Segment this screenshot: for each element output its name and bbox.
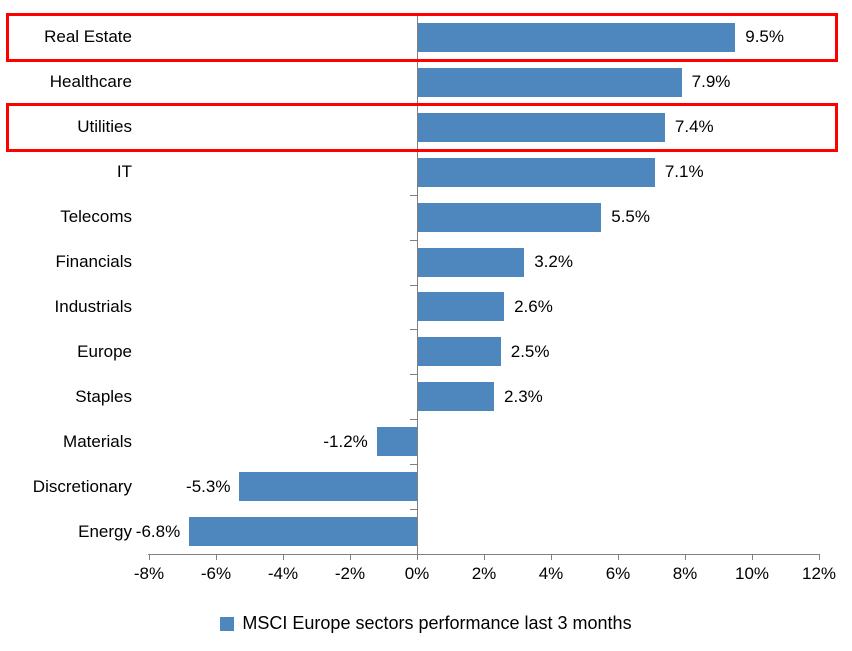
data-label: 5.5% [611, 207, 650, 227]
value-axis-tick-label: 4% [538, 564, 564, 583]
bar [376, 427, 417, 457]
legend: MSCI Europe sectors performance last 3 m… [0, 608, 852, 638]
value-axis-tick-label: 0% [404, 564, 430, 583]
data-label: 7.4% [674, 117, 714, 137]
value-axis-tick-label: -4% [267, 564, 299, 583]
value-axis-tick [819, 554, 820, 560]
category-label: IT [116, 162, 132, 182]
bar [417, 112, 665, 142]
value-axis-tick [283, 554, 284, 560]
data-label: 2.3% [504, 386, 543, 406]
category-axis-tick [410, 239, 418, 241]
data-label: -5.3% [186, 476, 231, 496]
bar [417, 202, 602, 232]
data-label: 9.5% [745, 27, 784, 47]
bar [417, 22, 736, 52]
data-label: 2.5% [510, 341, 550, 361]
highlight-box-real-estate [6, 12, 838, 62]
bar [239, 472, 417, 502]
category-label: Financials [55, 252, 132, 272]
category-axis-tick [410, 329, 418, 331]
category-label: Industrials [54, 296, 132, 316]
category-label: Real Estate [44, 27, 132, 47]
category-label: Materials [63, 431, 132, 451]
data-label: 7.1% [664, 162, 704, 182]
bar [417, 292, 505, 322]
value-axis-tick [685, 554, 686, 560]
data-label: -6.8% [135, 521, 181, 541]
bar [417, 247, 525, 277]
value-axis-tick-label: -2% [334, 564, 366, 583]
value-axis-tick-label: -8% [133, 564, 165, 583]
value-axis-tick [350, 554, 351, 560]
category-label: Telecoms [60, 207, 132, 227]
data-label: 3.2% [534, 252, 573, 272]
value-axis-tick [149, 554, 150, 560]
data-label: -1.2% [323, 431, 368, 451]
value-axis-tick-label: 12% [801, 564, 837, 583]
value-axis-tick [484, 554, 485, 560]
category-label: Discretionary [32, 476, 132, 496]
value-axis-tick [752, 554, 753, 560]
value-axis-tick [551, 554, 552, 560]
bar [417, 337, 501, 367]
category-label: Staples [75, 386, 132, 406]
data-label: 7.9% [691, 72, 731, 92]
value-axis-tick [417, 554, 418, 560]
category-axis-tick [410, 194, 418, 196]
category-label: Energy [78, 521, 132, 541]
category-axis-tick [410, 374, 418, 376]
legend-label: MSCI Europe sectors performance last 3 m… [242, 612, 632, 633]
category-axis-tick [410, 284, 418, 286]
bar [417, 157, 655, 187]
bar [189, 517, 417, 547]
category-label: Utilities [77, 117, 132, 137]
category-axis-tick [410, 464, 418, 466]
value-axis-tick-label: 6% [605, 564, 631, 583]
value-axis-tick-label: 2% [471, 564, 497, 583]
legend-swatch-icon [220, 616, 235, 631]
category-label: Healthcare [49, 72, 132, 92]
highlight-box-utilities [6, 102, 838, 152]
value-axis-tick-label: 10% [734, 564, 770, 583]
value-axis-tick [216, 554, 217, 560]
value-axis-tick-label: 8% [672, 564, 698, 583]
bar [417, 67, 682, 97]
value-axis-tick-label: -6% [200, 564, 232, 583]
bar [417, 382, 495, 412]
value-axis-tick [618, 554, 619, 560]
category-axis-tick [410, 509, 418, 511]
category-label: Europe [77, 341, 132, 361]
category-axis-tick [410, 419, 418, 421]
data-label: 2.6% [514, 296, 553, 316]
